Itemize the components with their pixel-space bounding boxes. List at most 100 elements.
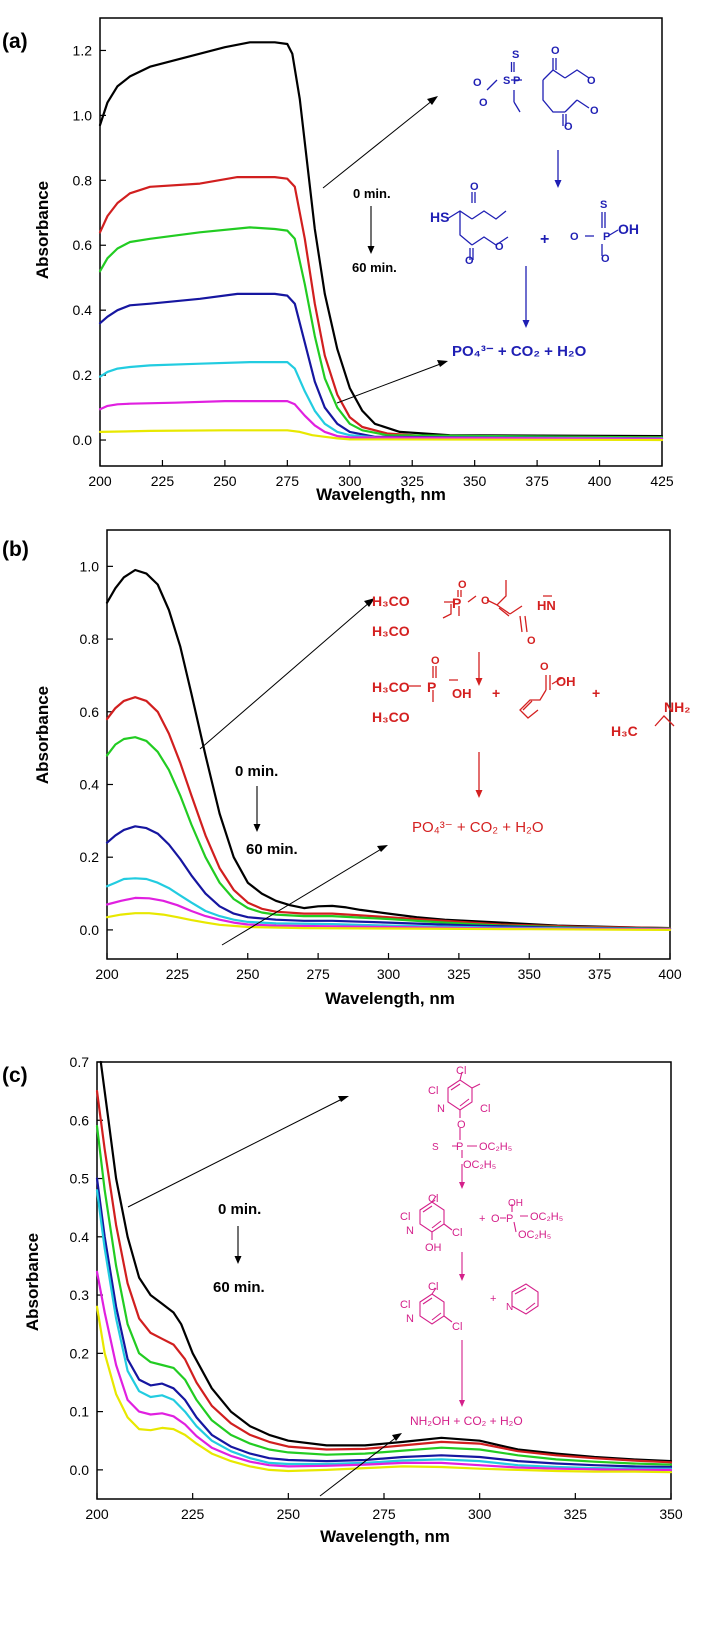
panel-c-scheme-atom-label: N — [406, 1313, 414, 1325]
panel-b-series-line-6 — [105, 896, 672, 931]
panel-c-x-tick-label: 275 — [372, 1506, 396, 1522]
panel-a-x-tick-label: 425 — [650, 473, 674, 489]
panel-b-scheme-atom-label: H₃C — [611, 723, 638, 739]
panel-a-x-tick-label: 350 — [463, 473, 487, 489]
panel-b-scheme-atom-label: P — [427, 679, 436, 695]
panel-c-series-line-1 — [99, 1060, 673, 1463]
panel-a-y-tick-label: 0.8 — [73, 172, 93, 188]
panel-a-scheme-atom-label: OH — [618, 221, 639, 237]
panel-b-x-tick-label: 375 — [588, 966, 612, 982]
panel-b-x-tick-label: 350 — [518, 966, 542, 982]
panel-b-scheme-atom-label: + — [592, 685, 600, 701]
panel-c-series-line-3 — [95, 1125, 673, 1466]
panel-a-scheme-atom-label: HS — [430, 209, 449, 225]
panel-c-scheme-atom-label: O — [457, 1119, 466, 1131]
panel-a-scheme-atom-label: O — [570, 231, 579, 243]
panel-b-ylabel: Absorbance — [33, 686, 52, 784]
panel-a-xlabel: Wavelength, nm — [316, 485, 446, 504]
panel-b-y-tick-label: 0.4 — [80, 776, 100, 792]
panel-c-y-tick-label: 0.5 — [70, 1171, 90, 1187]
panel-c-series-line-2 — [95, 1090, 673, 1464]
panel-c-y-tick-label: 0.4 — [70, 1229, 90, 1245]
panel-a-x-tick-label: 375 — [525, 473, 549, 489]
panel-c-scheme — [419, 1071, 539, 1402]
panel-c-x-tick-label: 225 — [181, 1506, 205, 1522]
panel-b-scheme-atom-label: O — [540, 661, 549, 673]
panel-c-scheme-atom-label: Cl — [428, 1193, 438, 1205]
panel-c-scheme-atom-label: Cl — [480, 1103, 490, 1115]
panel-c-pointer-arrow-top — [127, 1097, 345, 1208]
panel-a-ylabel: Absorbance — [33, 181, 52, 279]
panel-a-x-tick-label: 400 — [588, 473, 612, 489]
panel-a-series-line-2 — [98, 176, 664, 439]
panel-b-x-ticks: 200 225 250 275 300 325 350 375 400 — [95, 953, 682, 982]
panel-b-y-tick-label: 1.0 — [80, 558, 100, 574]
panel-a: (a) Absorbance Wavelength, nm 200 225 250 2… — [2, 17, 674, 504]
panel-a-scheme-atom-label: P — [513, 75, 520, 87]
panel-c-xlabel: Wavelength, nm — [320, 1527, 450, 1546]
panel-b-scheme-atom-label: H₃CO — [372, 679, 410, 695]
panel-b-scheme-arrowhead-1 — [475, 678, 483, 686]
panel-c-scheme-arrowhead-1 — [459, 1182, 465, 1189]
panel-c-scheme-atom-label: OH — [508, 1198, 523, 1209]
panel-a-scheme-atom-label: O — [495, 241, 504, 253]
panel-a-x-tick-label: 325 — [401, 473, 425, 489]
panel-a-scheme-atom-label: + — [540, 231, 549, 248]
panel-b-series-line-3 — [105, 736, 672, 930]
panel-b-x-tick-label: 225 — [166, 966, 190, 982]
panel-c-scheme-atom-label: S — [432, 1142, 439, 1153]
panel-c-scheme-atom-label: Cl — [452, 1227, 462, 1239]
panel-a-series-line-6 — [98, 400, 664, 440]
panel-b-scheme — [409, 580, 675, 792]
panel-c-y-tick-label: 0.2 — [70, 1345, 90, 1361]
panel-c-scheme-atom-label: O — [491, 1213, 500, 1225]
panel-c-time-start: 0 min. — [218, 1201, 261, 1218]
panel-c-scheme-structure-1-bonds — [452, 1071, 481, 1158]
panel-a-scheme-atom-label: O — [465, 255, 474, 267]
panel-b-series-line-1 — [105, 568, 672, 930]
panel-c-y-tick-label: 0.7 — [70, 1054, 90, 1070]
panel-b-scheme-structure-2-bonds — [409, 666, 675, 727]
panel-c-y-tick-label: 0.6 — [70, 1112, 90, 1128]
panel-b-pointer-arrowhead-bottom — [377, 845, 388, 852]
panel-c-scheme-ring-3 — [419, 1293, 445, 1325]
panel-c-x-tick-label: 200 — [85, 1506, 109, 1522]
panel-a-scheme-atom-label: P — [603, 231, 610, 243]
panel-b-y-tick-label: 0.2 — [80, 849, 100, 865]
panel-a-x-tick-label: 225 — [151, 473, 175, 489]
panel-c-scheme-atom-label: OC₂H₅ — [518, 1229, 551, 1241]
panel-a-x-tick-label: 250 — [213, 473, 237, 489]
panel-c-x-tick-label: 250 — [277, 1506, 301, 1522]
panel-a-x-tick-label: 300 — [338, 473, 362, 489]
panel-c-scheme-atom-label: N — [506, 1302, 513, 1313]
panel-b-series-line-4 — [105, 825, 672, 930]
panel-a-series-line-5 — [98, 361, 664, 440]
panel-b-x-tick-label: 300 — [377, 966, 401, 982]
panel-a-scheme-atom-label: S — [512, 49, 519, 61]
panel-b-scheme-atom-label: O — [481, 595, 490, 607]
panel-b-scheme-atom-label: OH — [556, 674, 576, 689]
panel-b-scheme-atom-label: NH₂ — [664, 699, 690, 715]
panel-a-scheme-atom-label: S — [503, 75, 510, 87]
panel-b-scheme-atom-label: P — [452, 595, 461, 611]
panel-c-y-tick-label: 0.3 — [70, 1287, 90, 1303]
panel-c-x-tick-label: 325 — [564, 1506, 588, 1522]
panel-c-scheme-atom-label: Cl — [452, 1321, 462, 1333]
panel-b-x-tick-label: 325 — [447, 966, 471, 982]
panel-c-scheme-atom-label: Cl — [400, 1299, 410, 1311]
panel-b-pointer-arrowhead-top — [364, 598, 375, 607]
panel-c-pointer-arrowhead-bottom — [392, 1433, 402, 1441]
panel-b-time-start: 0 min. — [235, 763, 278, 780]
panel-c-series-line-6 — [95, 1270, 673, 1471]
panel-c-y-ticks: 0.0 0.1 0.2 0.3 0.4 0.5 0.6 0.7 — [70, 1054, 103, 1478]
panel-b-x-tick-label: 275 — [306, 966, 330, 982]
panel-a-scheme-atom-label: O — [551, 45, 560, 57]
panel-b: (b) Absorbance Wavelength, nm 200 225 250 2… — [2, 529, 690, 1008]
panel-b-scheme-structure-1-bonds — [442, 580, 552, 633]
panel-a-y-tick-label: 0.0 — [73, 432, 93, 448]
panel-c-scheme-atom-label: OH — [425, 1242, 442, 1254]
panel-c-scheme-ring-4 — [511, 1283, 539, 1315]
